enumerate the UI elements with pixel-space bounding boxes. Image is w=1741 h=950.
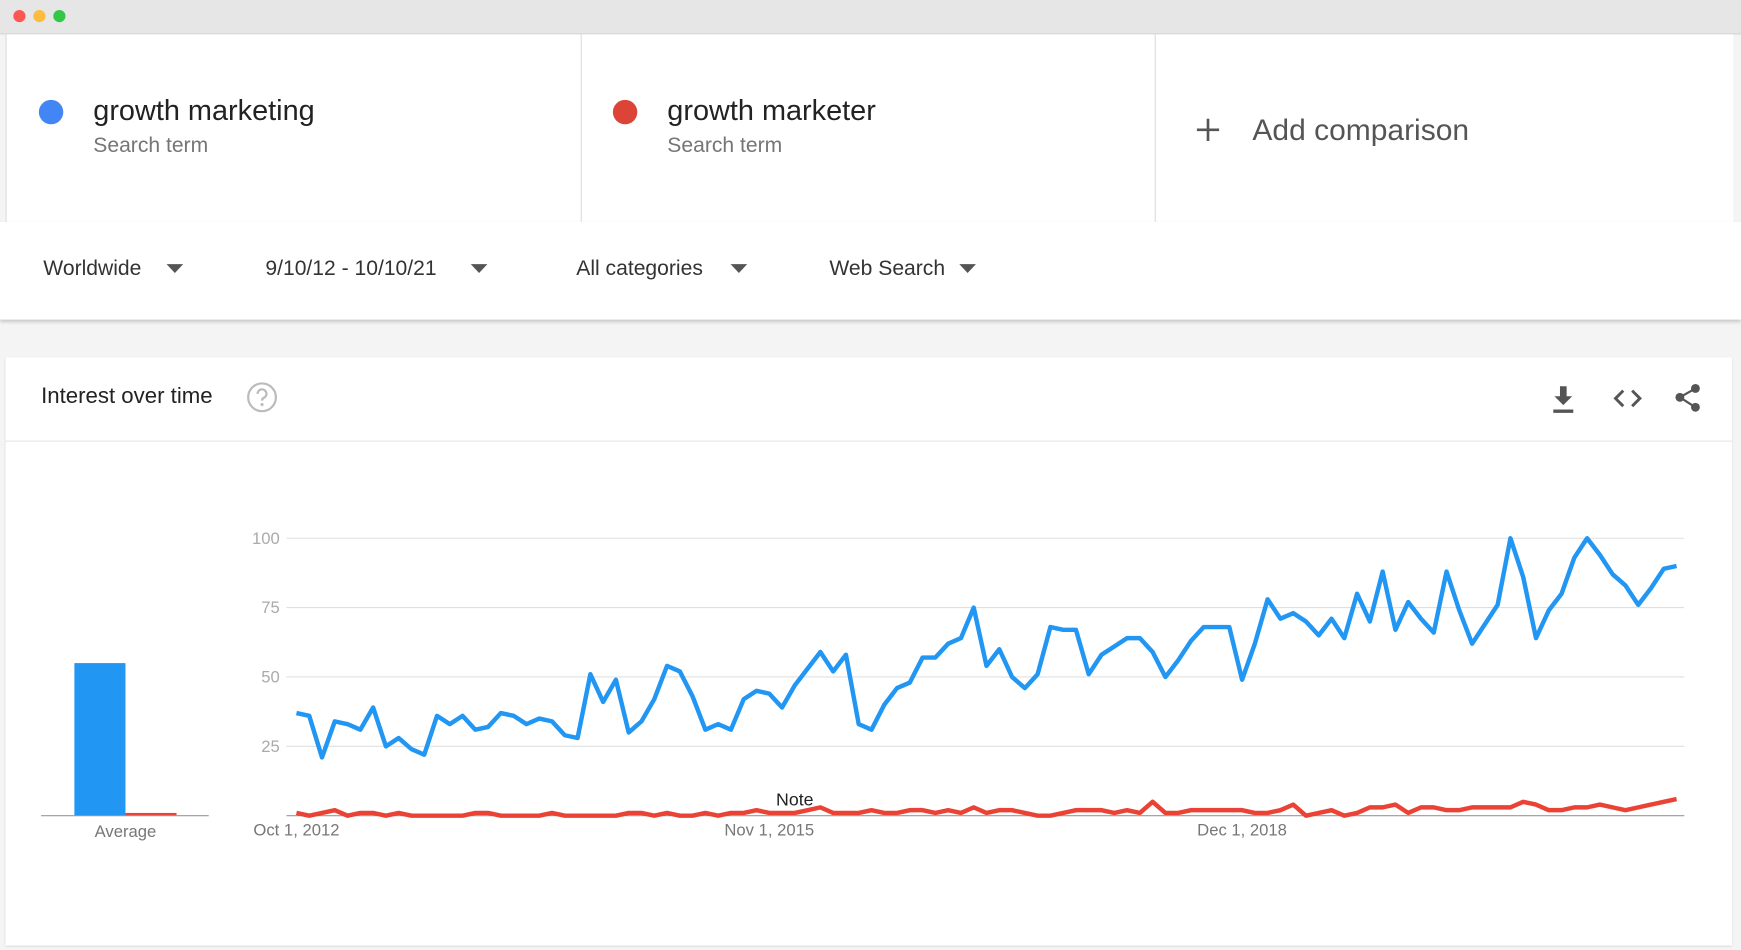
y-tick-label: 75 — [261, 598, 280, 617]
average-bar — [125, 812, 177, 816]
x-tick-label: Average — [95, 822, 157, 841]
term-type: Search term — [667, 134, 783, 158]
trend-line — [295, 536, 1678, 760]
panel-actions — [1553, 383, 1700, 413]
x-tick-label: Nov 1, 2015 — [724, 821, 814, 840]
annotation: Note — [776, 790, 814, 810]
filter-bar: Worldwide 9/10/12 - 10/10/21 All categor… — [0, 221, 1741, 320]
close-button[interactable] — [13, 9, 26, 23]
share-icon[interactable] — [1675, 383, 1700, 412]
average-bar — [74, 663, 126, 816]
maximize-button[interactable] — [53, 9, 66, 23]
filter-category[interactable]: All categories — [576, 257, 703, 281]
y-tick-label: 50 — [261, 668, 280, 687]
interest-panel: Interest over time — [5, 357, 1733, 946]
embed-icon[interactable] — [1613, 389, 1642, 408]
term-name: growth marketing — [93, 93, 315, 127]
y-tick-label: 25 — [261, 737, 280, 756]
y-tick-label: 100 — [252, 529, 280, 548]
window-bar — [0, 0, 1741, 35]
term-name: growth marketer — [667, 93, 876, 127]
term-cards: growth marketing Search term growth mark… — [5, 34, 1734, 222]
panel-title: Interest over time — [41, 383, 213, 409]
panel-header: Interest over time — [5, 357, 1733, 442]
term-type: Search term — [93, 134, 209, 158]
term-color — [612, 99, 638, 125]
x-tick-label: Oct 1, 2012 — [253, 821, 339, 840]
help-icon[interactable] — [245, 381, 278, 414]
add-comparison[interactable]: Add comparison — [1252, 113, 1470, 147]
plus-icon — [1196, 118, 1220, 141]
filter-region[interactable]: Worldwide — [43, 257, 142, 281]
download-icon[interactable] — [1553, 386, 1574, 413]
x-tick-label: Dec 1, 2018 — [1197, 821, 1287, 840]
term-color — [38, 99, 64, 125]
term-card[interactable]: growth marketer Search term — [581, 34, 1156, 222]
filter-search-type[interactable]: Web Search — [829, 257, 946, 281]
trend-line — [295, 796, 1678, 818]
minimize-button[interactable] — [33, 9, 46, 23]
filter-date[interactable]: 9/10/12 - 10/10/21 — [265, 257, 437, 281]
term-card[interactable]: growth marketing Search term — [7, 34, 582, 222]
